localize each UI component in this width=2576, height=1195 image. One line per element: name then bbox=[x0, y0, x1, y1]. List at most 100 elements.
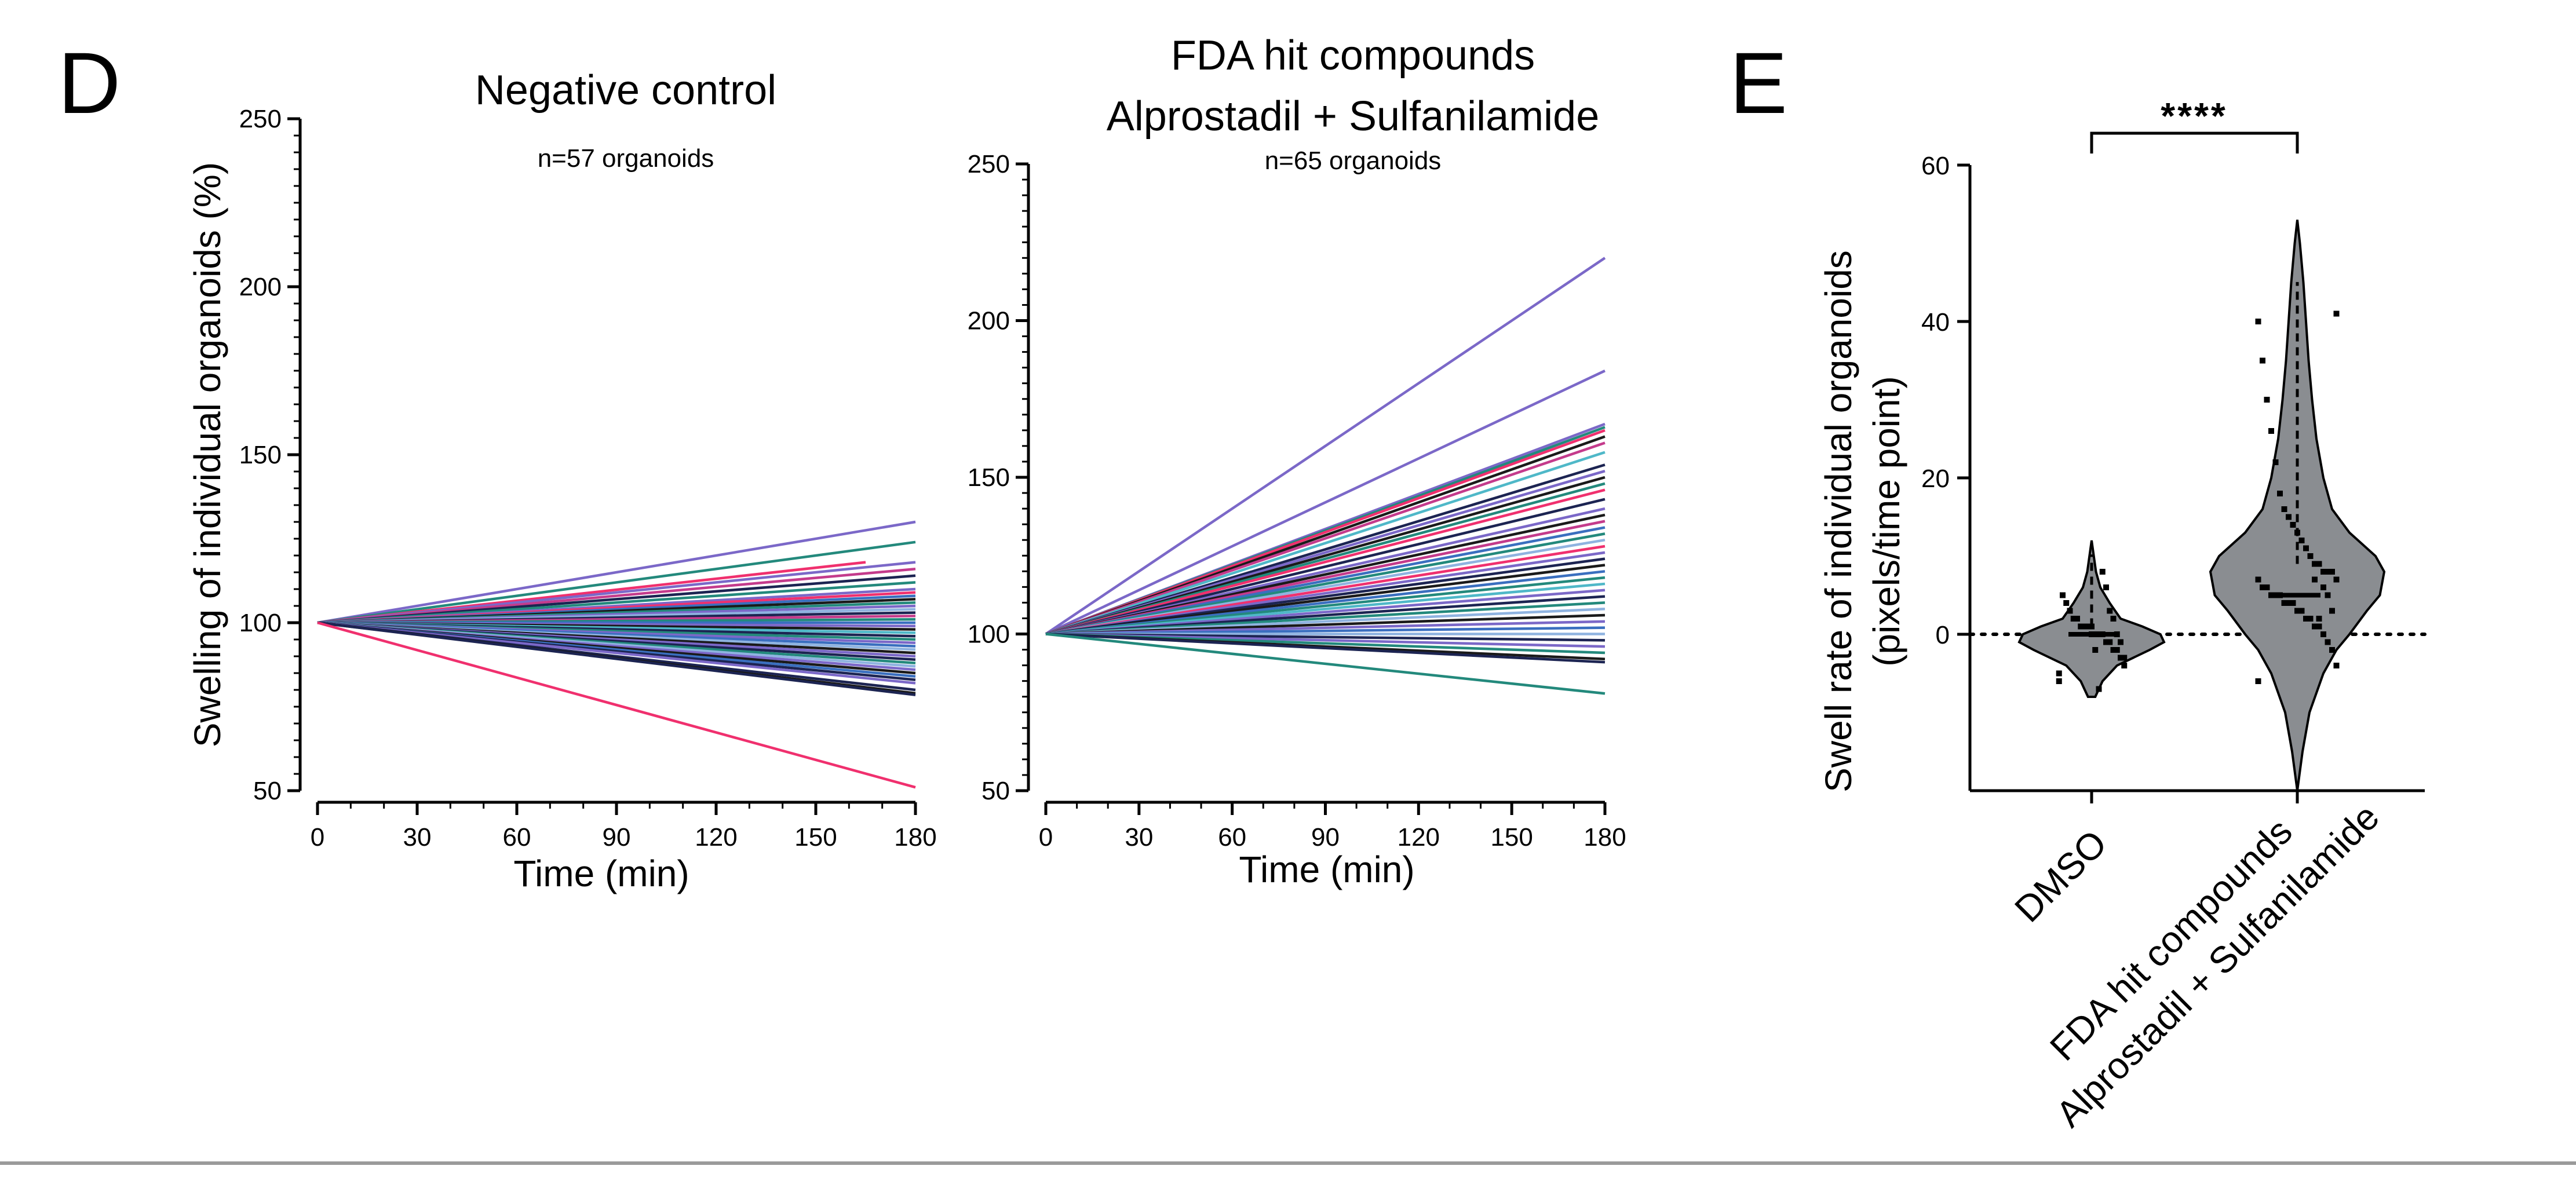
axes: 50 100 150 200 250 0 30 60 90 120 150 180 bbox=[968, 150, 1626, 852]
data-point bbox=[2312, 623, 2318, 630]
data-point bbox=[2286, 514, 2292, 520]
data-point bbox=[2333, 576, 2340, 583]
data-point bbox=[2325, 569, 2331, 575]
y-tick-label: 200 bbox=[239, 273, 282, 301]
data-point bbox=[2255, 678, 2261, 684]
data-point bbox=[2312, 576, 2318, 583]
data-point bbox=[2312, 561, 2318, 567]
data-point bbox=[2103, 639, 2109, 645]
data-point bbox=[2307, 616, 2314, 622]
data-point bbox=[2107, 608, 2113, 614]
data-point bbox=[2096, 686, 2102, 692]
data-point bbox=[2290, 600, 2296, 606]
y-axis-label-line1: Swell rate of individual organoids bbox=[1818, 250, 1859, 792]
chart-subtitle: n=65 organoids bbox=[1265, 147, 1442, 175]
data-point bbox=[2333, 310, 2340, 317]
fda-hit-compounds-chart: FDA hit compounds Alprostadil + Sulfanil… bbox=[968, 32, 1626, 890]
series-line bbox=[1045, 451, 1606, 635]
data-point bbox=[2307, 553, 2314, 559]
y-tick-label: 200 bbox=[968, 307, 1010, 335]
data-point bbox=[2255, 319, 2261, 324]
data-point bbox=[2121, 655, 2128, 661]
data-point bbox=[2316, 561, 2322, 567]
significance-bracket: **** bbox=[2090, 95, 2299, 154]
chart-subtitle: n=57 organoids bbox=[538, 144, 714, 173]
data-point bbox=[2110, 616, 2117, 622]
series-line bbox=[1045, 441, 1606, 635]
x-tick-label: 120 bbox=[695, 823, 737, 852]
series-line bbox=[317, 540, 916, 624]
line-series-group bbox=[317, 520, 916, 789]
data-point bbox=[2303, 616, 2309, 622]
x-tick-label: 60 bbox=[503, 823, 531, 852]
y-axis-label-line2: (pixels/time point) bbox=[1866, 376, 1907, 667]
data-point bbox=[2060, 592, 2066, 598]
negative-control-chart: Negative control n=57 organoids 50 100 150… bbox=[187, 67, 937, 894]
data-point bbox=[2107, 639, 2113, 645]
x-tick-label: 30 bbox=[1125, 823, 1153, 852]
data-point bbox=[2268, 428, 2274, 434]
x-axis-label: Time (min) bbox=[513, 853, 689, 894]
y-tick-label: 150 bbox=[239, 441, 282, 469]
data-point bbox=[2067, 608, 2073, 614]
data-point bbox=[2329, 608, 2335, 614]
panel-letter-e: E bbox=[1730, 34, 1787, 131]
data-point bbox=[2085, 623, 2091, 630]
data-point bbox=[2264, 397, 2270, 403]
data-point bbox=[2320, 584, 2326, 590]
axes: 50 100 150 200 250 0 30 60 90 120 150 180 bbox=[239, 105, 937, 852]
x-tick-label: 180 bbox=[894, 823, 936, 852]
x-tick-label: 0 bbox=[311, 823, 324, 852]
series-line bbox=[317, 621, 916, 789]
series-line bbox=[1045, 488, 1606, 635]
panel-letter-d: D bbox=[58, 34, 121, 131]
data-point bbox=[2096, 631, 2102, 637]
y-tick-label: 250 bbox=[239, 105, 282, 133]
line-series-group bbox=[1045, 257, 1606, 695]
data-point bbox=[2260, 584, 2265, 590]
data-point bbox=[2294, 608, 2300, 614]
data-point bbox=[2320, 569, 2326, 575]
x-tick-label: 150 bbox=[1490, 823, 1533, 852]
data-point bbox=[2074, 616, 2080, 622]
y-tick-label: 250 bbox=[968, 150, 1010, 178]
data-point bbox=[2114, 631, 2120, 637]
series-line bbox=[317, 520, 916, 624]
y-tick-label: 20 bbox=[1921, 465, 1950, 493]
y-tick-label: 150 bbox=[968, 463, 1010, 492]
y-tick-label: 0 bbox=[1936, 621, 1950, 649]
x-tick-label: 180 bbox=[1583, 823, 1626, 852]
data-point bbox=[2268, 592, 2274, 598]
data-point bbox=[2333, 663, 2340, 668]
data-point bbox=[2121, 663, 2128, 668]
data-point bbox=[2298, 608, 2305, 614]
data-point bbox=[2281, 600, 2287, 606]
x-tick-label: 90 bbox=[603, 823, 631, 852]
data-point bbox=[2272, 592, 2279, 598]
data-point bbox=[2081, 623, 2088, 630]
data-point bbox=[2056, 670, 2062, 677]
x-tick-label: 120 bbox=[1398, 823, 1440, 852]
data-point bbox=[2089, 631, 2095, 637]
data-point bbox=[2099, 569, 2106, 575]
data-point bbox=[2298, 538, 2305, 543]
data-point bbox=[2286, 600, 2292, 606]
data-point bbox=[2092, 631, 2099, 637]
data-point bbox=[2325, 592, 2331, 598]
x-tick-label: 150 bbox=[794, 823, 837, 852]
data-point bbox=[2099, 631, 2106, 637]
violin-group bbox=[2017, 220, 2386, 791]
y-axis-label: Swelling of individual organoids (%) bbox=[187, 162, 228, 747]
data-point bbox=[2316, 623, 2322, 630]
y-tick-label: 100 bbox=[968, 620, 1010, 649]
data-point bbox=[2264, 584, 2270, 590]
x-tick-label: 60 bbox=[1218, 823, 1246, 852]
significance-bracket-line bbox=[2090, 131, 2299, 154]
data-point bbox=[2255, 576, 2261, 583]
data-point bbox=[2320, 631, 2326, 637]
chart-title-line2: Alprostadil + Sulfanilamide bbox=[1107, 93, 1599, 140]
data-point bbox=[2325, 639, 2331, 645]
chart-title: Negative control bbox=[475, 67, 776, 114]
y-tick-label: 100 bbox=[239, 609, 282, 637]
